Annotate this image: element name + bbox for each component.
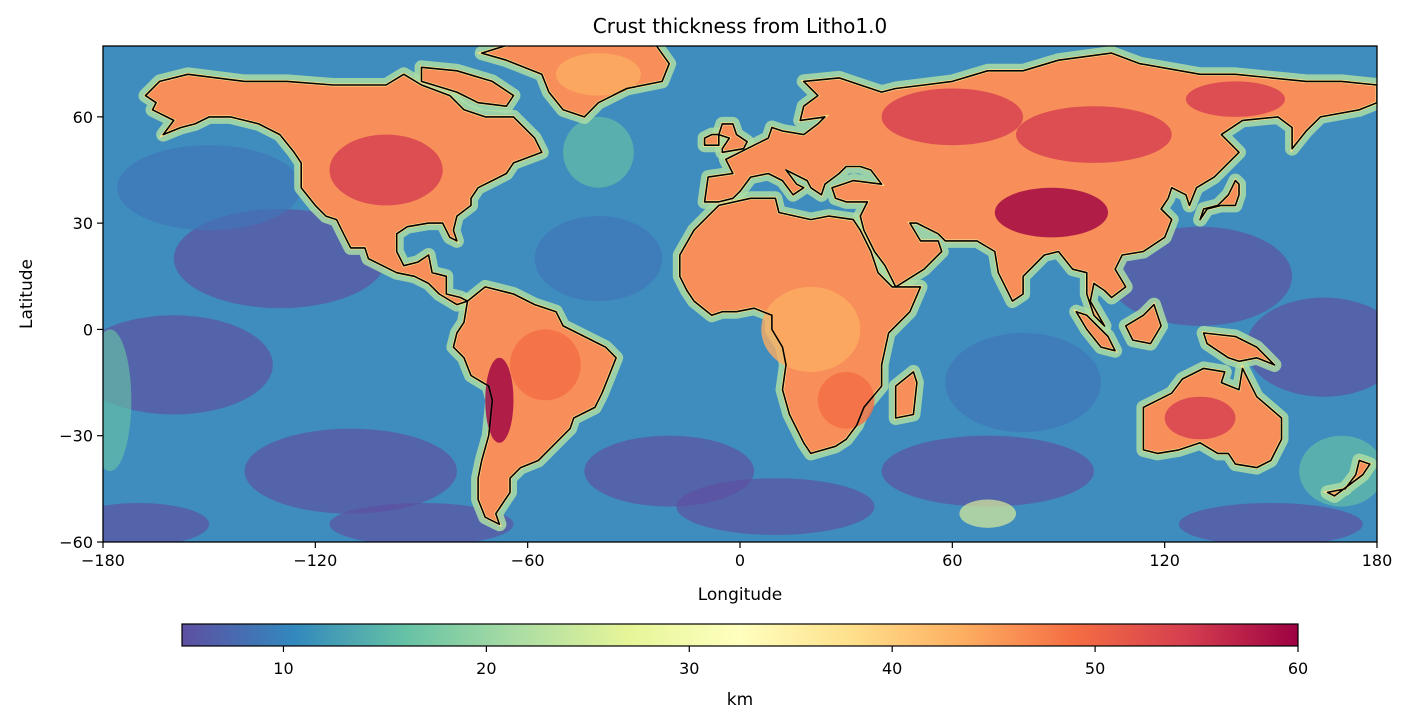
land-thickness-patch xyxy=(761,286,861,372)
land-thickness-patch xyxy=(1164,396,1236,440)
y-tick-label: −60 xyxy=(59,533,93,552)
ocean-patch xyxy=(881,435,1094,507)
ocean-patch xyxy=(676,478,875,535)
coastline-greenland xyxy=(480,46,670,118)
ocean-patch xyxy=(1246,297,1377,397)
ocean-patch xyxy=(117,145,302,231)
coastline-britain xyxy=(718,123,748,154)
land-thickness-patch xyxy=(509,329,581,401)
x-tick-label: 120 xyxy=(1149,551,1180,570)
colorbar-tick-label: 30 xyxy=(679,659,699,678)
colorbar-ticks: 10 20 30 40 50 60 xyxy=(273,646,1308,678)
x-tick-label: −180 xyxy=(81,551,125,570)
map-panel[interactable] xyxy=(68,35,1402,545)
ocean-patch xyxy=(103,329,132,472)
colorbar-gradient xyxy=(181,623,1299,647)
colorbar-tick-label: 10 xyxy=(273,659,293,678)
land-thickness-patch xyxy=(817,371,875,429)
ocean-patch xyxy=(563,116,634,188)
ocean-patch xyxy=(103,315,273,415)
x-axis-label: Longitude xyxy=(698,585,783,605)
coastline-australia xyxy=(1142,367,1283,469)
land-thickness-patch xyxy=(1016,106,1172,163)
land-thickness-patch xyxy=(881,88,1024,146)
y-axis-ticks: −60 −30 0 30 60 xyxy=(59,108,103,552)
colorbar: 10 20 30 40 50 60 km xyxy=(181,623,1308,710)
x-tick-label: 0 xyxy=(735,551,745,570)
colorbar-tick-label: 40 xyxy=(882,659,902,678)
ocean-patch xyxy=(945,332,1101,433)
x-tick-label: 60 xyxy=(942,551,962,570)
y-tick-label: 30 xyxy=(73,214,93,233)
coastline-borneo xyxy=(1124,303,1162,345)
ocean-patch xyxy=(244,428,457,514)
ocean-patch xyxy=(534,216,663,302)
ocean-patch xyxy=(1178,503,1363,542)
coastline-baffin xyxy=(420,66,515,107)
colorbar-tick-label: 20 xyxy=(476,659,496,678)
coastline-ireland xyxy=(703,133,720,146)
coastline-new-zealand xyxy=(1326,459,1371,497)
coastline-sumatra xyxy=(1075,310,1116,352)
ocean-patch xyxy=(103,503,210,542)
land-thickness-patch xyxy=(329,134,443,206)
x-tick-label: −60 xyxy=(511,551,545,570)
ocean-patch xyxy=(1299,435,1377,507)
coastline-eurasia xyxy=(703,52,1377,327)
x-tick-label: −120 xyxy=(293,551,337,570)
coastline-madagascar xyxy=(894,371,918,419)
coastlines xyxy=(144,46,1377,526)
land-thickness-patch xyxy=(1185,81,1285,117)
ocean-patch xyxy=(959,499,1017,528)
y-tick-label: 60 xyxy=(73,108,93,127)
colorbar-label: km xyxy=(727,690,753,710)
ocean-patch xyxy=(173,208,387,309)
y-tick-label: 0 xyxy=(83,320,93,339)
land-thickness-patch xyxy=(485,357,514,443)
coastline-north-america xyxy=(144,73,543,306)
x-axis-ticks: −180 −120 −60 0 60 120 180 xyxy=(81,542,1392,570)
ocean-patch xyxy=(329,503,514,542)
y-tick-label: −30 xyxy=(59,427,93,446)
y-axis-label: Latitude xyxy=(17,259,37,329)
x-tick-label: 180 xyxy=(1362,551,1393,570)
coastline-south-america xyxy=(452,286,617,526)
land-thickness-patch xyxy=(994,187,1109,238)
land-thickness-patch xyxy=(555,53,641,96)
map-title: Crust thickness from Litho1.0 xyxy=(593,14,887,38)
coastline-africa xyxy=(679,197,922,455)
coastline-japan xyxy=(1199,179,1240,221)
colorbar-tick-label: 50 xyxy=(1085,659,1105,678)
colorbar-tick-label: 60 xyxy=(1288,659,1308,678)
coastline-new-guinea xyxy=(1202,332,1276,366)
